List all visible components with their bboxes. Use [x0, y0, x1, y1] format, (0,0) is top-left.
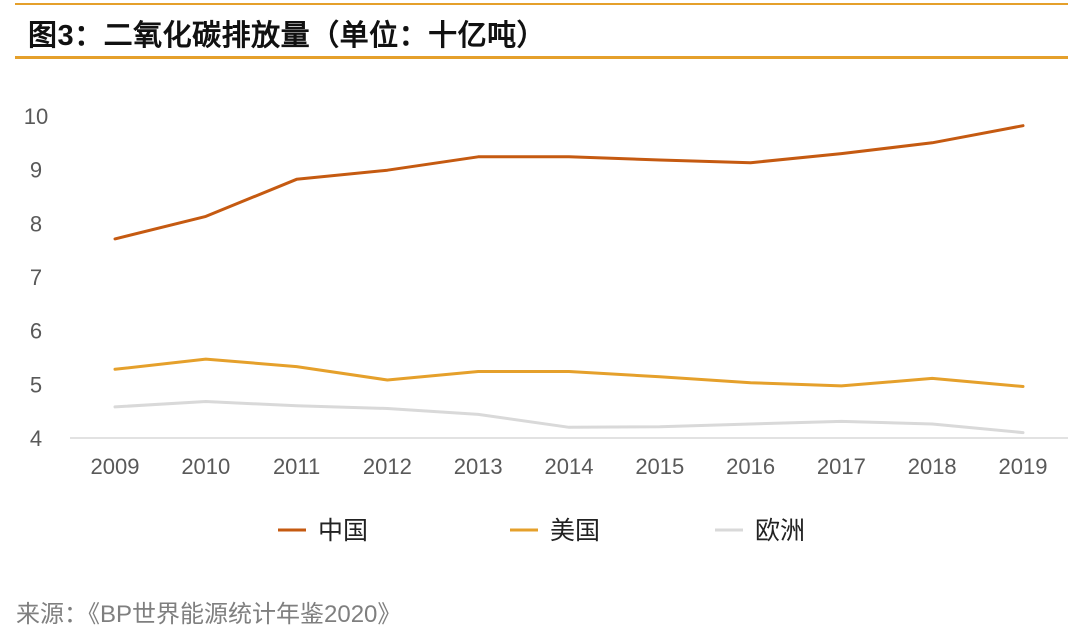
legend-label: 中国 [318, 517, 368, 545]
source-note: 来源：《BP世界能源统计年鉴2020》 [16, 601, 402, 628]
y-tick-label: 4 [30, 426, 42, 451]
top-rule [15, 3, 1068, 5]
title-rule [15, 56, 1068, 59]
series-line [113, 357, 1025, 388]
x-tick-label: 2014 [545, 454, 594, 479]
x-tick-label: 2017 [817, 454, 866, 479]
y-tick-label: 5 [30, 372, 42, 397]
x-tick-label: 2015 [635, 454, 684, 479]
legend-label: 欧洲 [755, 517, 805, 545]
y-tick-label: 6 [30, 319, 42, 344]
series-line [113, 124, 1025, 241]
y-tick-label: 9 [30, 158, 42, 183]
x-tick-label: 2011 [273, 454, 320, 479]
legend-label: 美国 [550, 517, 600, 545]
page-title: 图3：二氧化碳排放量（单位：十亿吨） [28, 20, 547, 52]
x-tick-label: 2010 [181, 454, 230, 479]
x-tick-label: 2016 [726, 454, 775, 479]
line-chart: 4 5 6 7 8 9 10 2009 2010 2011 2012 2013 2014 2015 2016… [24, 104, 1068, 545]
y-tick-label: 10 [24, 104, 48, 129]
x-tick-label: 2012 [363, 454, 412, 479]
series-line [113, 400, 1025, 435]
y-tick-label: 8 [30, 211, 42, 236]
y-tick-label: 7 [30, 265, 42, 290]
x-tick-label: 2018 [908, 454, 957, 479]
x-tick-label: 2019 [999, 454, 1048, 479]
x-tick-label: 2009 [91, 454, 140, 479]
x-tick-label: 2013 [454, 454, 503, 479]
